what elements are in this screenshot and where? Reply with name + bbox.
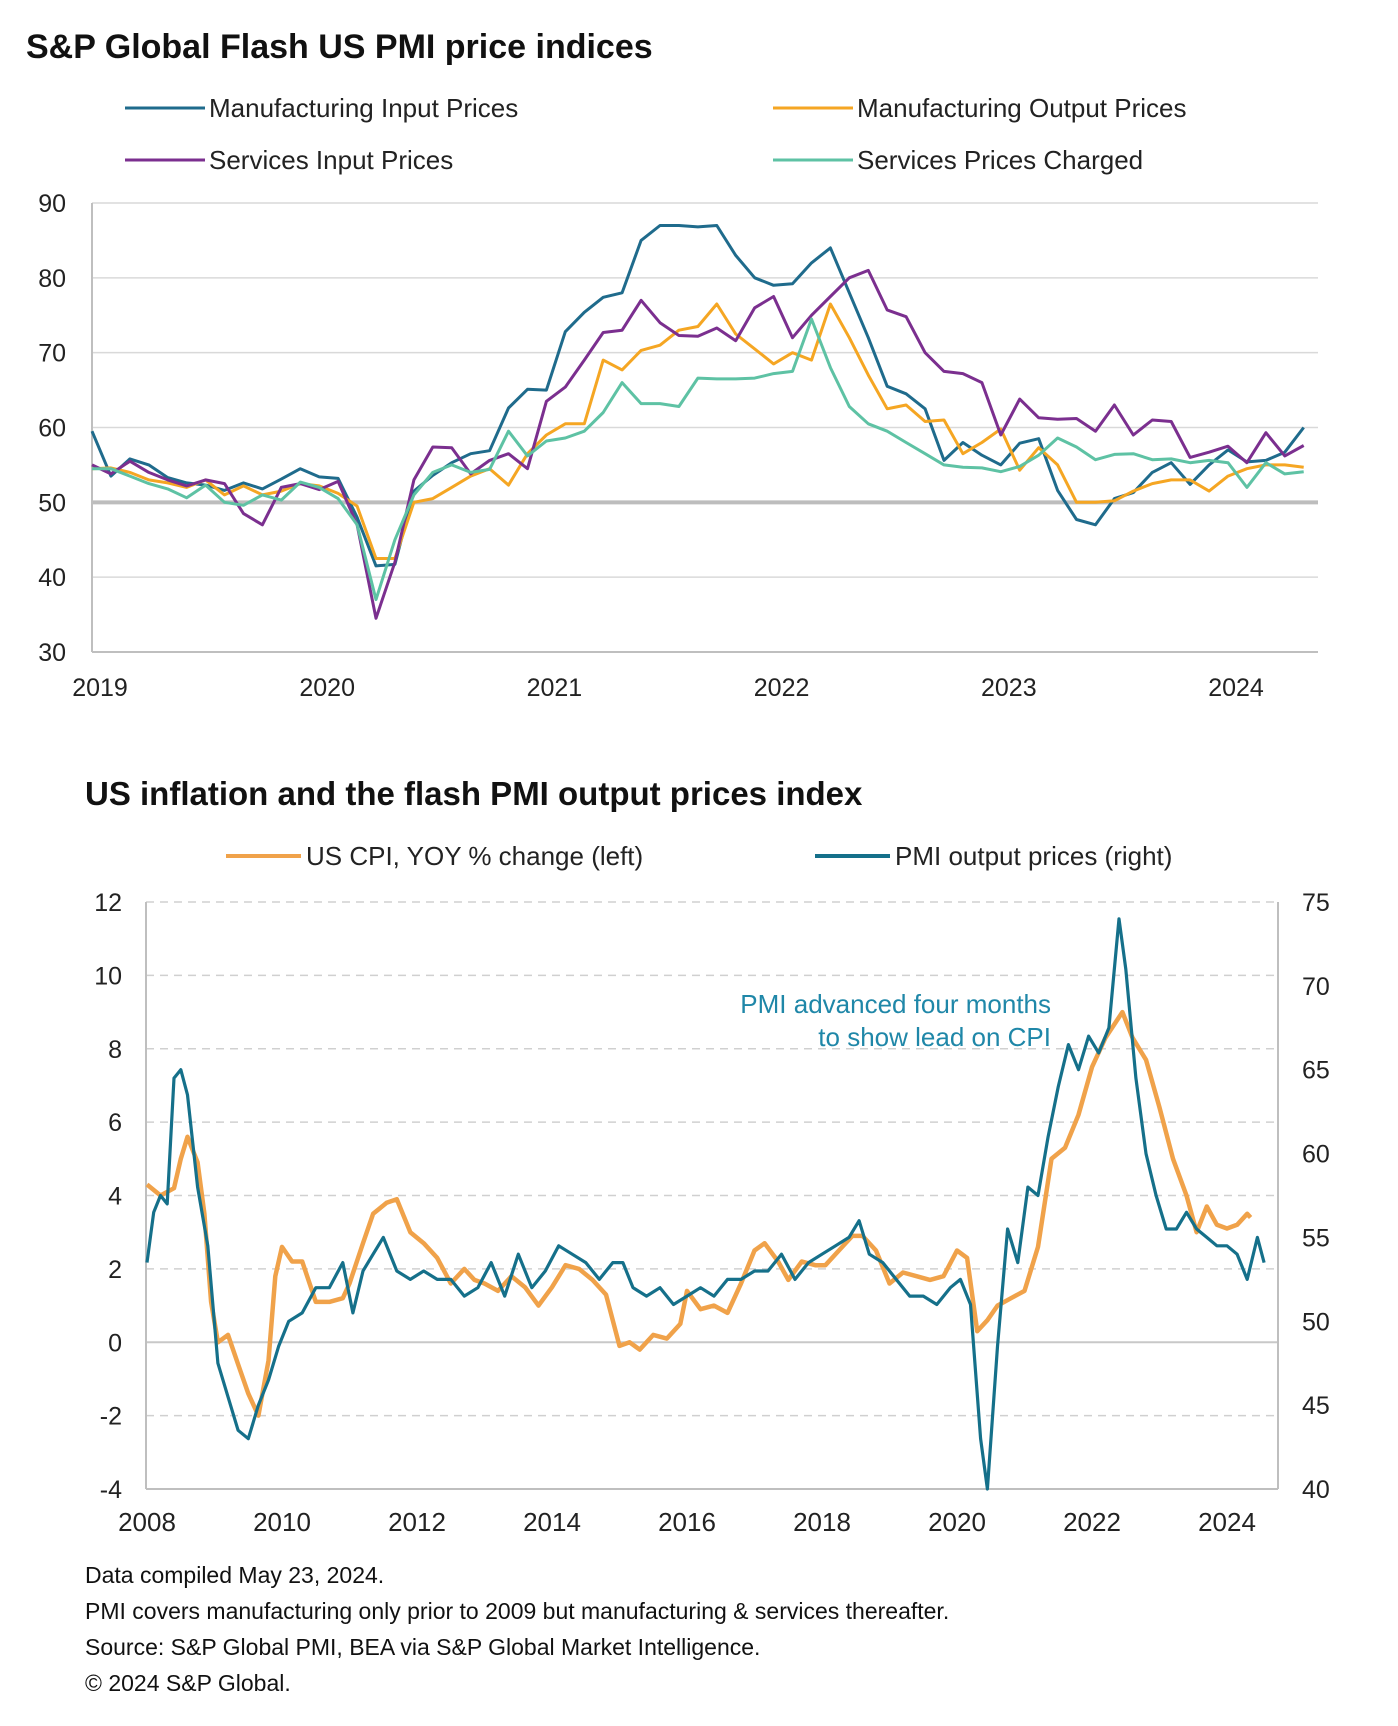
- footnote-data-compiled: Data compiled May 23, 2024.: [85, 1562, 385, 1588]
- y-tick-label-50: 50: [38, 489, 66, 517]
- series-line-manufacturing-input-prices: [90, 224, 1305, 568]
- y-tick-label-70: 70: [38, 340, 66, 368]
- legend-label-services-prices-charged: Services Prices Charged: [857, 145, 1143, 175]
- x-tick-label-2019: 2019: [72, 674, 128, 702]
- footnote-copyright: © 2024 S&P Global.: [85, 1670, 291, 1696]
- y-tick-label-right-60: 60: [1302, 1141, 1330, 1169]
- y-tick-label-left-2: 2: [108, 1256, 122, 1284]
- series-line-us-cpi-yoy-change-left: [145, 1009, 1253, 1418]
- x-tick-label-2008: 2008: [118, 1507, 176, 1537]
- footnote-source: Source: S&P Global PMI, BEA via S&P Glob…: [85, 1634, 761, 1660]
- annotation-line-1: PMI advanced four months: [740, 989, 1051, 1019]
- x-tick-label-2023: 2023: [981, 674, 1037, 702]
- annotation-line-2: to show lead on CPI: [818, 1022, 1051, 1052]
- x-tick-label-2022: 2022: [1063, 1507, 1121, 1537]
- y-tick-label-left--2: -2: [100, 1403, 122, 1431]
- x-tick-label-2014: 2014: [523, 1507, 581, 1537]
- series-line-pmi-output-prices-right: [145, 917, 1266, 1491]
- y-tick-label-left-6: 6: [108, 1109, 122, 1137]
- y-tick-label-right-40: 40: [1302, 1476, 1330, 1504]
- x-tick-label-2024: 2024: [1208, 674, 1264, 702]
- y-tick-label-left-8: 8: [108, 1036, 122, 1064]
- legend-label-us-cpi-yoy-change-left: US CPI, YOY % change (left): [306, 841, 643, 871]
- y-tick-label-40: 40: [38, 564, 66, 592]
- x-tick-label-2016: 2016: [658, 1507, 716, 1537]
- y-tick-label-30: 30: [38, 639, 66, 667]
- y-tick-label-right-55: 55: [1302, 1224, 1330, 1252]
- series-line-services-input-prices: [91, 268, 1305, 620]
- legend-label-services-input-prices: Services Input Prices: [209, 145, 453, 175]
- x-tick-label-2024: 2024: [1198, 1507, 1256, 1537]
- chart2-title: US inflation and the flash PMI output pr…: [85, 775, 863, 812]
- y-tick-label-left--4: -4: [100, 1476, 122, 1504]
- chart1-title: S&P Global Flash US PMI price indices: [26, 28, 653, 66]
- x-tick-label-2022: 2022: [754, 674, 810, 702]
- x-tick-label-2021: 2021: [527, 674, 583, 702]
- inflation-vs-pmi-chart: -4 -2 0 2 4 6 8 10 12 40 45 50 55 60 65 70 75 2008 2010 201…: [94, 841, 1330, 1537]
- x-tick-label-2020: 2020: [299, 674, 355, 702]
- legend-label-manufacturing-output-prices: Manufacturing Output Prices: [857, 93, 1187, 123]
- y-tick-label-right-65: 65: [1302, 1057, 1330, 1085]
- pmi-price-indices-chart: 30 40 50 60 70 80 90 2019 2020 2021 2022 2023 2024 Ma…: [38, 93, 1318, 702]
- series-line-services-prices-charged: [92, 317, 1304, 602]
- x-tick-label-2010: 2010: [253, 1507, 311, 1537]
- y-tick-label-left-12: 12: [94, 889, 122, 917]
- legend-label-pmi-output-prices-right: PMI output prices (right): [895, 841, 1172, 871]
- legend-label-manufacturing-input-prices: Manufacturing Input Prices: [209, 93, 518, 123]
- y-tick-label-left-10: 10: [94, 962, 122, 990]
- y-tick-label-80: 80: [38, 265, 66, 293]
- y-tick-label-left-4: 4: [108, 1183, 122, 1211]
- footnote-pmi-coverage: PMI covers manufacturing only prior to 2…: [85, 1598, 950, 1624]
- x-tick-label-2012: 2012: [388, 1507, 446, 1537]
- y-tick-label-90: 90: [38, 190, 66, 218]
- x-tick-label-2018: 2018: [793, 1507, 851, 1537]
- y-tick-label-left-0: 0: [108, 1329, 122, 1357]
- y-tick-label-60: 60: [38, 415, 66, 443]
- y-tick-label-right-75: 75: [1302, 889, 1330, 917]
- x-tick-label-2020: 2020: [928, 1507, 986, 1537]
- y-tick-label-right-45: 45: [1302, 1392, 1330, 1420]
- y-tick-label-right-50: 50: [1302, 1308, 1330, 1336]
- y-tick-label-right-70: 70: [1302, 973, 1330, 1001]
